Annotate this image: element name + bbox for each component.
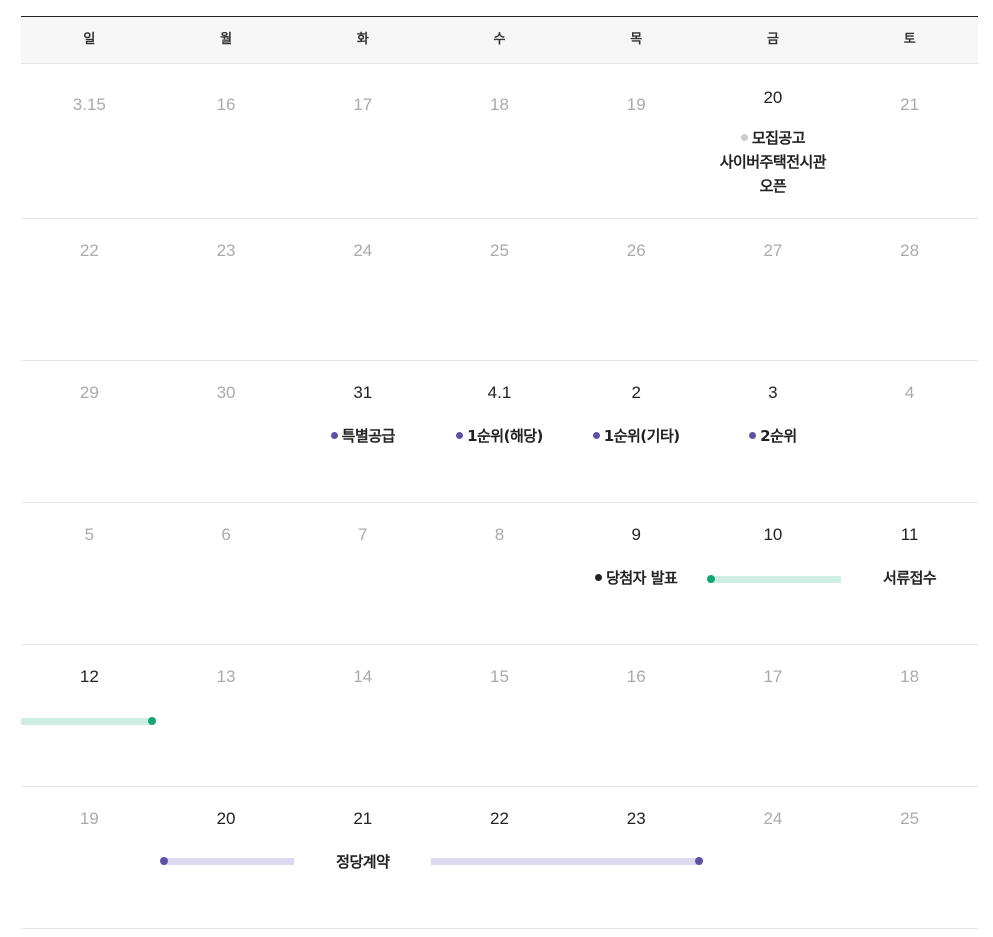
calendar-event[interactable]: 모집공고 사이버주택전시관 오픈 <box>705 126 842 198</box>
calendar-day[interactable]: 30 <box>216 383 236 402</box>
event-label: 당첨자 발표 <box>606 569 678 587</box>
calendar-day[interactable]: 28 <box>900 241 920 260</box>
calendar-day[interactable]: 25 <box>900 809 920 828</box>
calendar-day[interactable]: 3.15 <box>72 95 106 114</box>
calendar-day[interactable]: 18 <box>490 95 509 114</box>
calendar-day[interactable]: 2 <box>631 383 641 402</box>
calendar-day[interactable]: 4 <box>904 383 915 402</box>
calendar-day[interactable]: 23 <box>216 241 236 260</box>
calendar-event[interactable]: 서류접수 <box>841 566 978 590</box>
calendar-day[interactable]: 20 <box>216 809 236 828</box>
calendar-week: 19 20 21 22 23 24 25 정당계약 <box>21 787 978 929</box>
event-dot-icon <box>749 432 757 439</box>
calendar-day[interactable]: 20 <box>763 88 783 107</box>
calendar-day[interactable]: 10 <box>763 525 783 544</box>
calendar-event[interactable]: 2순위 <box>705 424 842 448</box>
calendar-week: 5 6 7 8 9 10 11 당첨자 발표 서류접수 <box>21 503 978 645</box>
event-dot-icon <box>456 432 464 439</box>
calendar-day[interactable]: 23 <box>626 809 646 828</box>
range-start-dot-icon <box>706 575 715 583</box>
range-end-dot-icon <box>694 857 703 865</box>
range-end-dot-icon <box>147 717 156 725</box>
weekday-tue: 화 <box>356 32 369 47</box>
calendar-day[interactable]: 21 <box>900 95 920 114</box>
calendar-day[interactable]: 19 <box>626 95 646 114</box>
event-dot-icon <box>592 432 600 439</box>
calendar-day[interactable]: 4.1 <box>487 383 512 402</box>
calendar-day[interactable]: 24 <box>763 809 783 828</box>
calendar-day[interactable]: 24 <box>353 241 373 260</box>
calendar-event[interactable]: 정당계약 <box>294 850 431 874</box>
calendar-day[interactable]: 22 <box>79 241 99 260</box>
calendar-day[interactable]: 9 <box>631 525 641 544</box>
event-range-bar[interactable] <box>431 857 703 865</box>
calendar-day[interactable]: 29 <box>79 383 99 402</box>
calendar-day[interactable]: 12 <box>79 667 99 686</box>
calendar-event[interactable]: 1순위(기타) <box>568 424 705 448</box>
event-dot-icon <box>740 134 748 141</box>
weekday-thu: 목 <box>630 32 643 47</box>
calendar-week: 29 30 31 4.1 2 3 4 특별공급 1순위(해당) 1순위(기타) 2순위 <box>21 361 978 503</box>
calendar-day[interactable]: 5 <box>84 525 95 544</box>
event-label: 모집공고 사이버주택전시관 오픈 <box>719 129 827 195</box>
event-dot-icon <box>595 574 603 581</box>
calendar-event[interactable]: 당첨자 발표 <box>568 566 705 590</box>
calendar-day[interactable]: 16 <box>216 95 236 114</box>
event-label: 특별공급 <box>341 427 396 445</box>
calendar-event[interactable]: 특별공급 <box>294 424 431 448</box>
calendar-day[interactable]: 17 <box>763 667 783 686</box>
weekday-sat: 토 <box>903 32 916 47</box>
calendar-week: 12 13 14 15 16 17 18 <box>21 645 978 787</box>
event-label: 서류접수 <box>883 569 937 587</box>
calendar-body: 3.15 16 17 18 19 20 21 모집공고 사이버주택전시관 오픈 22 23 24 25… <box>21 64 978 929</box>
event-range-bar[interactable] <box>706 575 842 583</box>
calendar-day[interactable]: 21 <box>353 809 373 828</box>
event-label: 2순위 <box>760 427 797 445</box>
calendar-week: 3.15 16 17 18 19 20 21 모집공고 사이버주택전시관 오픈 <box>21 64 978 219</box>
range-start-dot-icon <box>159 857 168 865</box>
calendar-day[interactable]: 18 <box>900 667 920 686</box>
calendar-day[interactable]: 7 <box>358 525 368 544</box>
calendar-day[interactable]: 6 <box>221 525 231 544</box>
calendar-day[interactable]: 11 <box>900 525 919 544</box>
calendar-event[interactable]: 1순위(해당) <box>431 424 568 448</box>
event-range-bar[interactable] <box>21 717 156 725</box>
weekday-fri: 금 <box>766 32 779 47</box>
calendar-day[interactable]: 19 <box>79 809 99 828</box>
calendar-day[interactable]: 17 <box>353 95 373 114</box>
event-range-bar[interactable] <box>159 857 295 865</box>
calendar-week: 22 23 24 25 26 27 28 <box>21 219 978 361</box>
event-label: 1순위(해당) <box>467 427 543 445</box>
calendar-day[interactable]: 25 <box>490 241 509 260</box>
weekday-header: 일 월 화 수 목 금 토 <box>21 16 978 64</box>
calendar-day[interactable]: 31 <box>353 383 373 402</box>
calendar-day[interactable]: 22 <box>490 809 509 828</box>
calendar-day[interactable]: 13 <box>216 667 236 686</box>
event-label: 1순위(기타) <box>603 427 680 445</box>
calendar-day[interactable]: 8 <box>494 525 505 544</box>
weekday-mon: 월 <box>220 32 233 47</box>
calendar-day[interactable]: 27 <box>763 241 783 260</box>
event-label: 정당계약 <box>336 853 390 871</box>
calendar-day[interactable]: 3 <box>768 383 778 402</box>
weekday-wed: 수 <box>493 32 506 47</box>
weekday-sun: 일 <box>83 32 96 47</box>
calendar: 일 월 화 수 목 금 토 3.15 16 17 18 19 20 21 모집공고 사이버주택… <box>21 16 978 929</box>
event-dot-icon <box>330 432 338 439</box>
calendar-day[interactable]: 14 <box>353 667 373 686</box>
calendar-day[interactable]: 26 <box>626 241 646 260</box>
calendar-day[interactable]: 15 <box>490 667 509 686</box>
calendar-day[interactable]: 16 <box>626 667 646 686</box>
